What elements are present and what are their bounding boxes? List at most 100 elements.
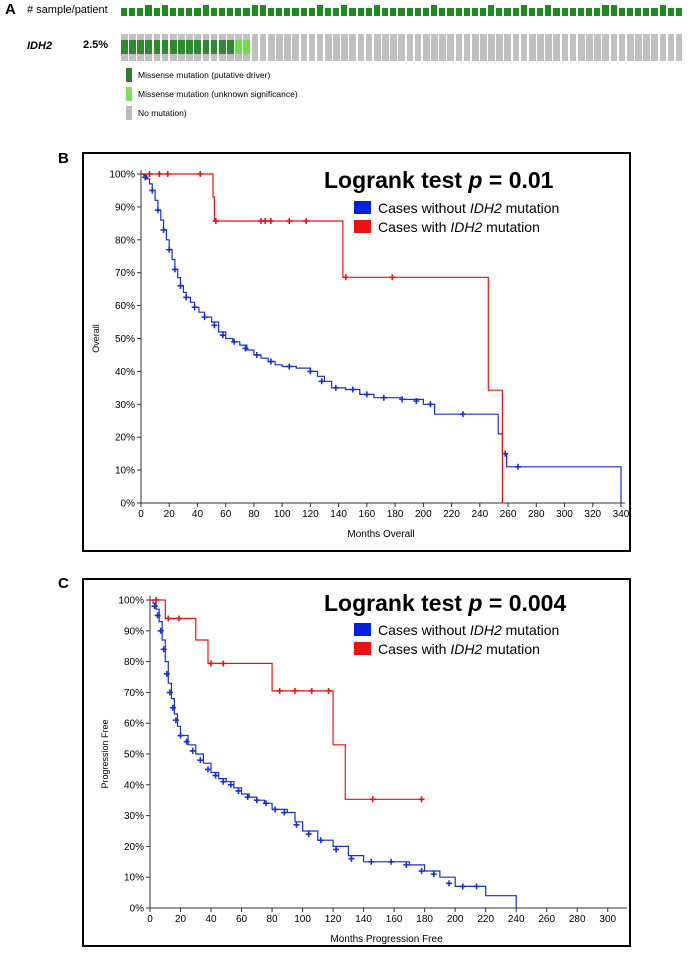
oncoprint-cell (569, 34, 577, 61)
sample-cell (463, 8, 470, 16)
censor-mark (459, 883, 466, 890)
sample-cell (577, 8, 585, 16)
censor-mark (220, 778, 227, 785)
sample-cell (129, 8, 136, 16)
oncoprint-cell (480, 34, 487, 61)
y-tick-label: 90% (124, 626, 144, 637)
oncoprint-cell (398, 34, 406, 61)
censor-mark (191, 304, 198, 311)
panel-a-letter: A (5, 1, 16, 18)
censor-mark (514, 463, 521, 470)
censor-mark (267, 358, 274, 365)
sample-cell (504, 8, 511, 16)
oncoprint-cell (373, 34, 381, 61)
censor-mark (349, 386, 356, 393)
sample-cell (341, 5, 348, 16)
gene-label: IDH2 (27, 40, 53, 52)
sample-cell (594, 8, 601, 16)
sample-cell (161, 5, 168, 16)
x-tick-label: 140 (330, 509, 347, 520)
oncoprint-cell (365, 34, 373, 61)
oncoprint-cell (251, 34, 259, 61)
oncoprint-legend: Missense mutation (putative driver) Miss… (126, 68, 298, 120)
censor-mark (153, 597, 160, 603)
sample-cell (259, 5, 266, 16)
sample-patient-label: # sample/patient (27, 4, 108, 16)
oncoprint-cell (422, 34, 430, 61)
title-c-p: p (468, 590, 483, 616)
sample-cell (324, 8, 332, 16)
legend-b-without-swatch (354, 201, 371, 214)
censor-mark (418, 868, 425, 875)
censor-mark (160, 226, 167, 233)
y-tick-label: 0% (121, 499, 136, 510)
censor-mark (276, 687, 283, 694)
x-tick-label: 60 (220, 509, 232, 520)
oncoprint-cell (488, 34, 495, 61)
censor-mark (308, 687, 315, 694)
oncoprint-cell (504, 34, 512, 61)
oncoprint-cell (635, 34, 642, 61)
x-tick-label: 320 (584, 509, 601, 520)
sample-cell (276, 8, 283, 16)
sample-cell (398, 8, 405, 16)
censor-mark (253, 351, 260, 358)
censor-mark (212, 218, 219, 225)
censor-mark (175, 615, 182, 622)
x-tick-label: 240 (471, 509, 488, 520)
censor-mark (363, 391, 370, 398)
x-tick-label: 100 (294, 914, 311, 925)
x-tick-label: 300 (556, 509, 573, 520)
censor-mark (197, 171, 204, 177)
none-swatch (126, 106, 132, 120)
sample-cell (455, 8, 462, 16)
censor-mark (227, 781, 234, 788)
sample-cell (365, 8, 372, 16)
panel-b-letter: B (58, 150, 69, 167)
legend-label-unknown: Missense mutation (unknown significance) (138, 89, 298, 99)
panel-c-letter: C (58, 575, 69, 592)
y-tick-label: 100% (109, 170, 135, 181)
sample-cell (635, 8, 642, 16)
oncoprint-cell (316, 34, 324, 61)
oncoprint-cell (618, 34, 626, 61)
censor-mark (149, 187, 156, 194)
km-chart-progression: 0% 10% 20% 30% 40% 50% 60% 70% 80% 90% 100% 0 20 40 60… (100, 596, 627, 945)
sample-cell (178, 8, 185, 16)
y-tick-label: 70% (115, 268, 135, 279)
x-tick-label: 120 (302, 509, 319, 520)
sample-cell (390, 8, 397, 16)
censor-mark (293, 821, 300, 828)
mutation-mark (243, 40, 251, 54)
censor-mark (146, 171, 153, 177)
oncoprint-cell (357, 34, 365, 61)
sample-cell (610, 5, 617, 16)
panel-c-frame: 0% 10% 20% 30% 40% 50% 60% 70% 80% 90% 100% 0 20 40 60… (82, 578, 631, 947)
sample-cell (553, 8, 560, 16)
mutation-mark (202, 40, 210, 54)
title-c-prefix: Logrank test (324, 590, 469, 616)
censor-mark (267, 218, 274, 225)
oncoprint-cell (276, 34, 283, 61)
oncoprint-cell (594, 34, 601, 61)
censor-mark (204, 766, 211, 773)
mutation-mark (178, 40, 185, 54)
oncoprint-cell (308, 34, 316, 61)
oncoprint-cell (471, 34, 479, 61)
censor-mark (177, 282, 184, 289)
title-b-p: p (468, 167, 483, 193)
censor-mark (163, 670, 170, 677)
censor-mark (281, 809, 288, 816)
oncoprint-cell (390, 34, 397, 61)
censor-mark (380, 394, 387, 401)
y-tick-label: 40% (115, 367, 135, 378)
censor-mark (219, 332, 226, 339)
sample-cell (667, 8, 674, 16)
sample-cell (422, 8, 430, 16)
sample-cell (316, 5, 323, 16)
censor-mark (446, 880, 453, 887)
sample-cell (194, 8, 201, 16)
censor-mark (342, 274, 349, 281)
censor-mark (169, 704, 176, 711)
censor-mark (332, 384, 339, 391)
